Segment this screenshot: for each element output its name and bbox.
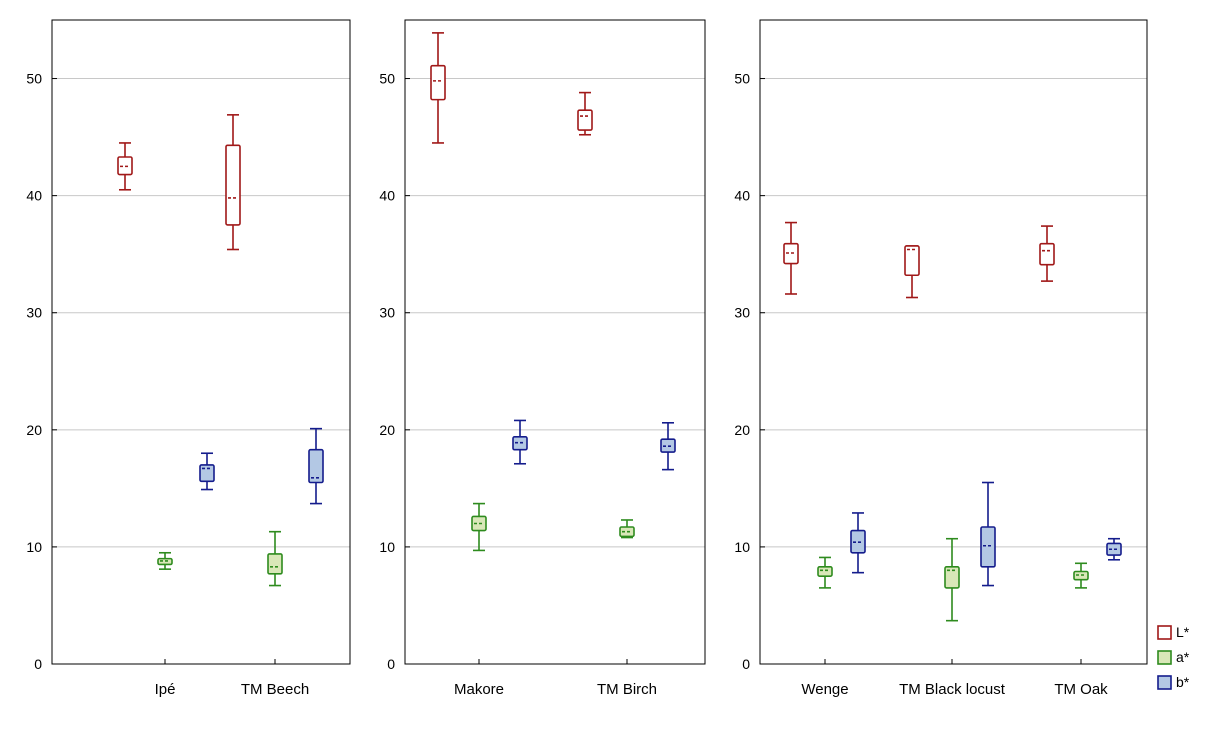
legend-label-b: b*	[1176, 674, 1190, 690]
box-b-makore	[512, 419, 528, 465]
y-tick-label: 0	[742, 656, 750, 672]
y-tick-label: 40	[26, 188, 42, 204]
box-iqr	[980, 526, 996, 568]
box-iqr	[430, 64, 446, 101]
box-iqr	[267, 553, 283, 575]
y-tick-label: 20	[379, 422, 395, 438]
box-iqr	[1039, 242, 1055, 266]
y-tick-label: 50	[379, 71, 395, 87]
box-a-makore	[471, 502, 487, 552]
y-tick-label: 0	[387, 656, 395, 672]
y-tick-label: 30	[26, 305, 42, 321]
box-iqr	[225, 144, 241, 226]
x-tick-label: TM Beech	[241, 681, 309, 698]
box-l-tm-black-locust	[904, 245, 920, 299]
box-l-wenge	[783, 221, 799, 295]
panel-left: 0 10 20 30 40 50 Ipé TM Beech	[26, 19, 351, 698]
box-iqr	[199, 464, 215, 483]
y-tick-label: 40	[734, 188, 750, 204]
x-tick-label: TM Birch	[597, 681, 657, 698]
box-iqr	[904, 245, 920, 277]
y-tick-label: 10	[26, 539, 42, 555]
panel-middle: 0 10 20 30 40 50 Makore TM Birch	[379, 19, 706, 698]
legend-label-l: L*	[1176, 624, 1190, 640]
x-tick-label: Wenge	[801, 681, 848, 698]
panel-right: 0 10 20 30 40 50 Wenge TM Black locust TM Oak	[734, 19, 1148, 698]
x-tick-label: TM Black locust	[899, 681, 1006, 698]
box-b-ip	[199, 452, 215, 491]
box-l-tm-birch	[577, 91, 593, 136]
box-l-tm-oak	[1039, 225, 1055, 282]
y-tick-label: 10	[379, 539, 395, 555]
legend-swatch-b	[1157, 675, 1172, 690]
box-a-wenge	[817, 556, 833, 589]
box-a-tm-black-locust	[944, 537, 960, 622]
box-b-tm-black-locust	[980, 481, 996, 587]
legend-swatch-a	[1157, 650, 1172, 665]
x-tick-label: TM Oak	[1054, 681, 1108, 698]
box-iqr	[944, 566, 960, 589]
y-tick-label: 30	[734, 305, 750, 321]
box-b-tm-beech	[308, 427, 324, 505]
box-l-tm-beech	[225, 114, 241, 251]
box-a-tm-oak	[1073, 562, 1089, 589]
box-b-tm-birch	[660, 421, 676, 471]
box-iqr	[577, 109, 593, 131]
plot-frame	[51, 19, 351, 665]
plot-frame	[404, 19, 706, 665]
legend: L* a* b*	[1157, 624, 1190, 690]
box-b-tm-oak	[1106, 537, 1122, 561]
y-tick-label: 0	[34, 656, 42, 672]
legend-label-a: a*	[1176, 649, 1190, 665]
y-tick-label: 50	[26, 71, 42, 87]
y-tick-label: 30	[379, 305, 395, 321]
box-a-tm-birch	[619, 519, 635, 539]
box-l-makore	[430, 32, 446, 144]
x-tick-label: Makore	[454, 681, 504, 698]
y-tick-label: 20	[26, 422, 42, 438]
box-b-wenge	[850, 512, 866, 574]
y-tick-label: 50	[734, 71, 750, 87]
y-tick-label: 20	[734, 422, 750, 438]
x-tick-label: Ipé	[155, 681, 176, 698]
box-a-ip	[157, 551, 173, 570]
legend-swatch-l	[1157, 625, 1172, 640]
y-tick-label: 40	[379, 188, 395, 204]
y-tick-label: 10	[734, 539, 750, 555]
box-a-tm-beech	[267, 530, 283, 587]
plot-frame	[759, 19, 1148, 665]
box-iqr	[308, 448, 324, 484]
box-iqr	[817, 566, 833, 577]
box-l-ip	[117, 142, 133, 191]
